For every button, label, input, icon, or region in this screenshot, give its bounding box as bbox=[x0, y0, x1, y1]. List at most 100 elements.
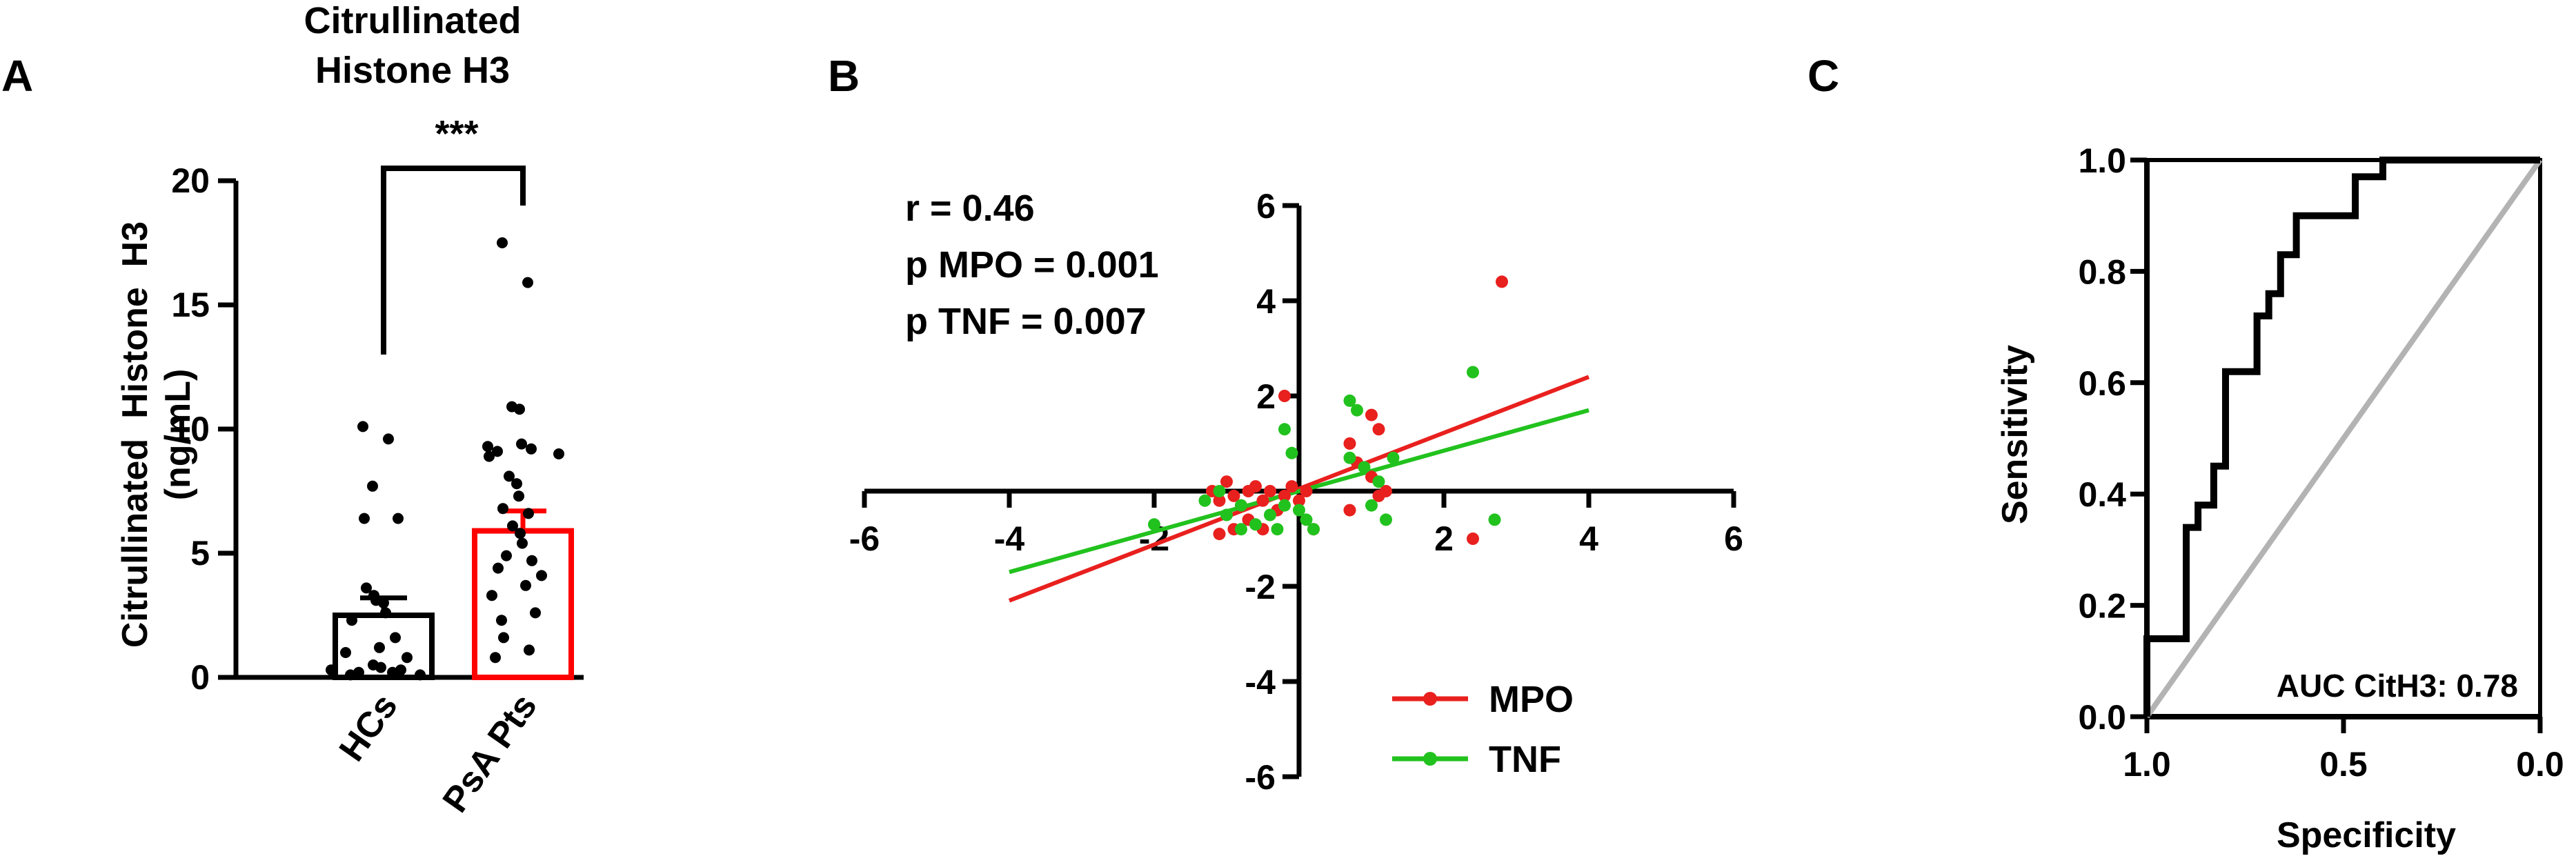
panel-b-points bbox=[1148, 275, 1508, 545]
data-point bbox=[357, 421, 368, 432]
point-tnf bbox=[1271, 523, 1284, 536]
panel-a-ytick-label: 10 bbox=[171, 410, 210, 448]
data-point bbox=[345, 669, 356, 681]
roc-curve bbox=[2143, 157, 2540, 717]
data-point bbox=[393, 513, 404, 524]
panel-b-xtick-label: 6 bbox=[1724, 519, 1743, 558]
point-mpo bbox=[1213, 528, 1226, 541]
panel-c-ytick-label: 0.4 bbox=[2078, 475, 2126, 514]
point-mpo bbox=[1227, 489, 1240, 502]
panel-c-ytick-label: 0.2 bbox=[2078, 587, 2126, 626]
significance-marker: *** bbox=[435, 113, 478, 155]
panel-c-ytick-label: 0.8 bbox=[2078, 252, 2126, 291]
point-tnf bbox=[1351, 404, 1363, 417]
point-tnf bbox=[1264, 508, 1276, 521]
panel-b-ytick-label: 4 bbox=[1256, 282, 1276, 321]
data-point bbox=[415, 669, 426, 681]
data-point bbox=[501, 550, 512, 561]
panel-a-ylabel-line1: Citrullinated Histone H3 bbox=[115, 221, 155, 648]
panel-a-ylabel: Citrullinated Histone H3 (ng/mL) bbox=[115, 221, 198, 648]
panel-label-b: B bbox=[828, 51, 860, 101]
panel-c-xtick-label: 0.5 bbox=[2319, 745, 2368, 784]
panel-a-ytick-label: 20 bbox=[171, 161, 210, 200]
auc-annotation: AUC CitH3: 0.78 bbox=[2277, 668, 2518, 704]
point-mpo bbox=[1467, 533, 1479, 545]
data-point bbox=[486, 590, 497, 601]
point-tnf bbox=[1220, 508, 1233, 521]
panel-c-ylabel: Sensitivity bbox=[1995, 345, 2035, 524]
data-point bbox=[378, 597, 389, 608]
point-tnf bbox=[1343, 394, 1356, 407]
point-tnf bbox=[1213, 485, 1226, 497]
panel-b-xtick-label: -6 bbox=[849, 519, 880, 558]
point-tnf bbox=[1358, 461, 1371, 474]
point-mpo bbox=[1380, 485, 1392, 497]
point-tnf bbox=[1307, 523, 1320, 536]
data-point bbox=[359, 513, 370, 524]
panel-b-ytick-label: 2 bbox=[1256, 377, 1276, 416]
point-mpo bbox=[1300, 485, 1313, 497]
panel-b-legend: MPO TNF bbox=[1392, 679, 1574, 780]
panel-c-ytick-label: 1.0 bbox=[2078, 141, 2126, 180]
point-mpo bbox=[1249, 480, 1262, 493]
point-tnf bbox=[1293, 504, 1305, 517]
legend-mpo-label: MPO bbox=[1489, 679, 1574, 720]
legend-tnf-marker bbox=[1423, 752, 1437, 766]
data-point bbox=[515, 528, 526, 539]
point-tnf bbox=[1278, 423, 1291, 436]
point-tnf bbox=[1278, 499, 1291, 512]
point-mpo bbox=[1372, 423, 1385, 436]
data-point bbox=[536, 570, 547, 581]
data-point bbox=[375, 662, 386, 673]
data-point bbox=[492, 446, 503, 457]
data-point bbox=[390, 632, 401, 644]
point-tnf bbox=[1249, 518, 1262, 531]
data-point bbox=[524, 644, 535, 656]
panel-b-xtick-label: 2 bbox=[1434, 519, 1454, 558]
fit-line-mpo bbox=[1008, 375, 1590, 603]
data-point bbox=[498, 632, 509, 644]
significance-bracket bbox=[381, 166, 526, 355]
data-point bbox=[482, 441, 493, 453]
data-point bbox=[522, 277, 533, 288]
point-mpo bbox=[1343, 437, 1356, 450]
data-point bbox=[374, 642, 385, 653]
panel-a-title-line2: Histone H3 bbox=[315, 50, 510, 91]
point-tnf bbox=[1235, 523, 1247, 536]
data-point bbox=[526, 443, 537, 455]
data-point bbox=[346, 615, 357, 626]
data-point bbox=[496, 615, 507, 626]
panel-c-xtick-label: 0.0 bbox=[2516, 745, 2564, 784]
data-point bbox=[530, 607, 541, 619]
panel-c-ytick-label: 0.6 bbox=[2078, 364, 2126, 403]
panel-a-ylabel-line2: (ng/mL) bbox=[158, 369, 198, 501]
panel-a-ytick-label: 0 bbox=[190, 658, 210, 697]
panel-a-axes: 0 5 10 15 20 bbox=[171, 161, 584, 697]
data-point bbox=[402, 652, 413, 664]
fit-line-tnf bbox=[1009, 408, 1589, 575]
data-point bbox=[326, 664, 337, 676]
data-point bbox=[493, 562, 504, 574]
point-tnf bbox=[1198, 494, 1211, 507]
point-mpo bbox=[1285, 480, 1298, 493]
panel-a-xtick-label: PsA Pts bbox=[435, 687, 545, 820]
reference-diagonal bbox=[2144, 158, 2543, 719]
data-point bbox=[387, 666, 398, 678]
point-tnf bbox=[1343, 451, 1356, 464]
data-point bbox=[395, 664, 406, 676]
point-tnf bbox=[1285, 446, 1298, 459]
point-mpo bbox=[1293, 494, 1305, 507]
panel-b-ytick-label: 6 bbox=[1256, 187, 1276, 226]
point-tnf bbox=[1488, 513, 1501, 526]
data-point bbox=[361, 582, 372, 594]
bar-psa-pts bbox=[472, 528, 574, 680]
data-point bbox=[523, 508, 534, 519]
annotation-r: r = 0.46 bbox=[905, 188, 1035, 229]
panel-label-a: A bbox=[1, 51, 33, 101]
legend-tnf-label: TNF bbox=[1489, 739, 1561, 780]
point-mpo bbox=[1278, 489, 1291, 502]
point-tnf bbox=[1467, 366, 1479, 379]
data-point bbox=[516, 438, 527, 450]
